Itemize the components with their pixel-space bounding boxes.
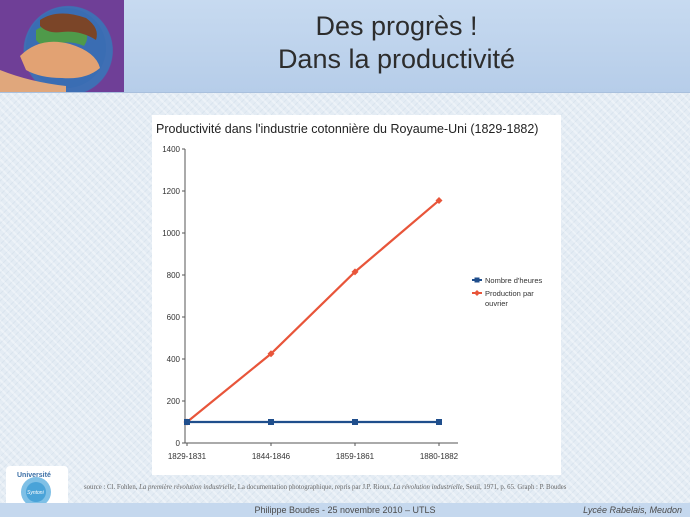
legend-label-0: Nombre d'heures	[485, 276, 543, 285]
source-citation: source : Cl. Fohlen, La première révolut…	[84, 484, 684, 491]
line-chart: Productivité dans l'industrie cotonnière…	[156, 122, 543, 461]
y-tick-label-4: 800	[167, 271, 181, 280]
y-tick-label-2: 400	[167, 355, 181, 364]
legend-label-1: Production par ouvrier	[485, 289, 534, 308]
chart-panel: Productivité dans l'industrie cotonnière…	[152, 115, 561, 475]
title-line-1: Des progrès !	[315, 11, 478, 41]
hands-globe-image	[0, 0, 124, 92]
source-prefix: source : Cl. Fohlen,	[84, 484, 140, 491]
series-1-point-3	[435, 196, 443, 204]
source-mid: , La documentation photographique, repri…	[234, 484, 394, 491]
legend-marker-1	[474, 290, 480, 296]
chart-title: Productivité dans l'industrie cotonnière…	[156, 122, 538, 136]
logo-text: Université	[17, 472, 51, 479]
legend-marker-0	[474, 277, 480, 283]
x-tick-label-3: 1880-1882	[420, 452, 459, 461]
x-tick-label-2: 1859-1861	[336, 452, 375, 461]
footer-school: Lycée Rabelais, Meudon	[583, 505, 682, 515]
logo-subtext: Syntoni	[27, 490, 45, 496]
slide-title: Des progrès ! Dans la productivité	[124, 10, 669, 76]
y-tick-labels: 0 200 400 600 800 1000 1200 1400	[162, 145, 185, 448]
footer-presenter: Philippe Boudes - 25 novembre 2010 – UTL…	[254, 505, 436, 515]
footer-band	[0, 503, 690, 517]
series-1-point-2	[351, 268, 359, 276]
y-tick-label-0: 0	[176, 439, 181, 448]
chart-legend: Nombre d'heures Production par ouvrier	[472, 276, 543, 308]
series-0-point-0	[184, 419, 190, 425]
y-tick-label-3: 600	[167, 313, 181, 322]
series-0-point-2	[352, 419, 358, 425]
source-book-2: La révolution industrielle	[393, 484, 463, 491]
x-tick-label-1: 1844-1846	[252, 452, 291, 461]
series-layer	[183, 196, 443, 426]
y-tick-label-1: 200	[167, 397, 181, 406]
source-suffix: , Seuil, 1971, p. 65. Graph : P. Boudes	[462, 484, 567, 491]
series-1-point-1	[267, 350, 275, 358]
series-line-1	[186, 199, 440, 423]
series-0-point-3	[436, 419, 442, 425]
y-tick-label-6: 1200	[162, 187, 180, 196]
y-tick-label-5: 1000	[162, 229, 180, 238]
source-book-1: La première révolution industrielle	[139, 484, 235, 491]
title-line-2: Dans la productivité	[277, 44, 516, 74]
x-tick-labels: 1829-1831 1844-1846 1859-1861 1880-1882	[168, 443, 459, 461]
y-tick-label-7: 1400	[162, 145, 180, 154]
series-0-point-1	[268, 419, 274, 425]
x-tick-label-0: 1829-1831	[168, 452, 207, 461]
